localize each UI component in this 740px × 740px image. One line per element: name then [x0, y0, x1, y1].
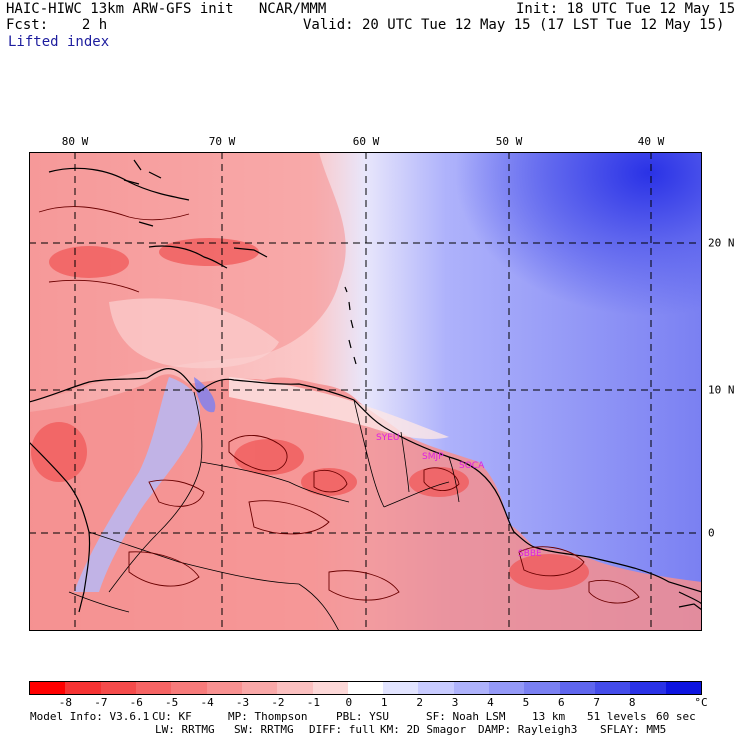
colorbar-tick-label: 8 — [628, 696, 636, 709]
footer-levels: 51 levels — [587, 710, 647, 723]
colorbar-swatch — [489, 682, 525, 694]
field-andes-stable — [74, 377, 200, 592]
colorbar-swatch — [595, 682, 631, 694]
colorbar-swatch — [630, 682, 666, 694]
colorbar — [29, 681, 702, 695]
colorbar-swatch — [559, 682, 595, 694]
footer-damp: DAMP: Rayleigh3 — [478, 723, 578, 736]
li-contours — [38, 206, 640, 604]
colorbar-swatch — [206, 682, 242, 694]
colorbar-tick-label: -5 — [165, 696, 179, 709]
colorbar-tick-label: 1 — [380, 696, 388, 709]
colorbar-tick-label: 4 — [487, 696, 494, 709]
lon-label-40w: 40 W — [637, 135, 665, 148]
footer-diff: DIFF: full — [309, 723, 376, 736]
field-name: Lifted index — [8, 34, 110, 50]
footer-sflay: SFLAY: MM5 — [600, 723, 667, 736]
colorbar-tick-label: -1 — [306, 696, 320, 709]
lat-label-0: 0 — [708, 526, 715, 540]
colorbar-tick-label: -8 — [58, 696, 73, 709]
station-sbbe: SBBE — [518, 549, 542, 559]
colorbar-swatch — [665, 682, 701, 694]
colorbar-tick-label: -6 — [129, 696, 143, 709]
station-soca: SOCA — [459, 461, 485, 471]
colorbar-tick-label: -4 — [200, 696, 214, 709]
colorbar-swatch — [418, 682, 454, 694]
footer-pbl: PBL: YSU — [336, 710, 389, 723]
colorbar-tick-label: 0 — [345, 696, 353, 709]
footer-mp: MP: Thompson — [228, 710, 308, 723]
lat-label-20n: 20 N — [708, 236, 735, 250]
colorbar-swatch — [65, 682, 101, 694]
colorbar-swatch — [135, 682, 172, 694]
forecast-hour: Fcst: 2 h — [6, 17, 108, 33]
valid-time: Valid: 20 UTC Tue 12 May 15 (17 LST Tue … — [303, 17, 725, 33]
colorbar-tick-label: 3 — [451, 696, 459, 709]
colorbar-swatch — [524, 682, 560, 694]
footer-timestep: 60 sec — [656, 710, 696, 723]
footer-model-info: Model Info: V3.6.1 — [30, 710, 150, 723]
field-high-stability — [349, 152, 702, 412]
lifted-index-map[interactable]: SYEU SMJP SOCA SBBE — [29, 152, 702, 631]
colorbar-tick-label: 5 — [522, 696, 530, 709]
lon-label-80w: 80 W — [61, 135, 89, 148]
lat-label-10n: 10 N — [708, 383, 735, 397]
colorbar-swatch — [277, 682, 313, 694]
colorbar-swatch — [312, 682, 348, 694]
map-frame — [29, 152, 702, 631]
borders — [68, 391, 460, 631]
footer-resolution: 13 km — [532, 710, 566, 723]
footer-sf: SF: Noah LSM — [426, 710, 506, 723]
colorbar-swatch — [30, 682, 66, 694]
init-time: Init: 18 UTC Tue 12 May 15 — [516, 1, 736, 17]
colorbar-swatch — [100, 682, 136, 694]
colorbar-swatch — [383, 682, 419, 694]
colorbar-tick-label: -7 — [94, 696, 108, 709]
model-title: HAIC-HIWC 13km ARW-GFS init NCAR/MMM — [6, 1, 327, 17]
station-syeu: SYEU — [376, 433, 399, 443]
station-smjp: SMJP — [422, 452, 444, 462]
colorbar-tick-label: -2 — [271, 696, 285, 709]
field-caribbean-pale — [109, 298, 279, 369]
field-maracaibo-stable — [194, 377, 216, 413]
footer-lw: LW: RRTMG — [155, 723, 215, 736]
colorbar-swatch — [453, 682, 490, 694]
colorbar-swatch — [241, 682, 278, 694]
colorbar-unit: °C — [694, 696, 708, 709]
colorbar-tick-label: -3 — [235, 696, 250, 709]
footer-sw: SW: RRTMG — [234, 723, 294, 736]
colorbar-tick-label: 6 — [558, 696, 565, 709]
field-coastal-pale — [229, 377, 449, 439]
colorbar-tick-label: 2 — [416, 696, 423, 709]
lon-label-70w: 70 W — [208, 135, 236, 148]
lon-label-50w: 50 W — [495, 135, 523, 148]
footer-km: KM: 2D Smagor — [380, 723, 467, 736]
lon-label-60w: 60 W — [352, 135, 380, 148]
graticule — [29, 152, 702, 631]
coastlines — [29, 159, 702, 613]
colorbar-swatch — [171, 682, 207, 694]
colorbar-tick-label: 7 — [593, 696, 601, 709]
colorbar-swatch — [347, 682, 384, 694]
footer-cu: CU: KF — [152, 710, 192, 723]
